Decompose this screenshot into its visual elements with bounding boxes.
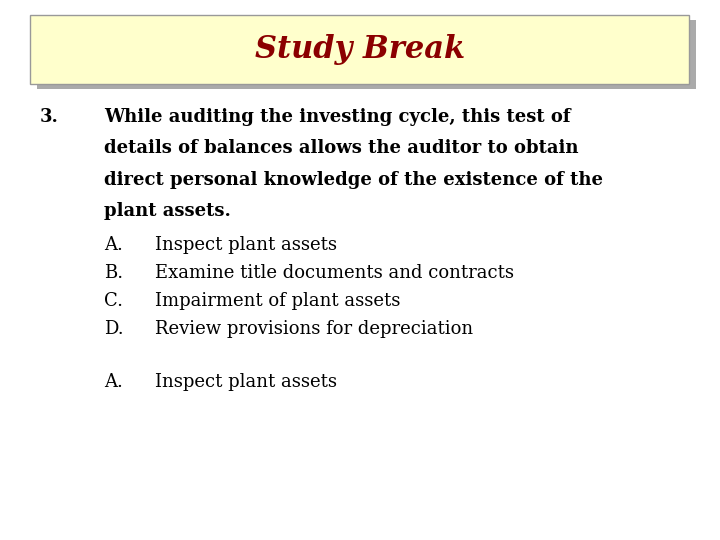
Text: Inspect plant assets: Inspect plant assets bbox=[155, 236, 337, 254]
Text: A.: A. bbox=[104, 236, 123, 254]
Text: B.: B. bbox=[104, 264, 124, 282]
FancyBboxPatch shape bbox=[37, 20, 696, 89]
Text: Examine title documents and contracts: Examine title documents and contracts bbox=[155, 264, 514, 282]
FancyBboxPatch shape bbox=[30, 15, 689, 84]
Text: Inspect plant assets: Inspect plant assets bbox=[155, 373, 337, 390]
Text: 3.: 3. bbox=[40, 108, 58, 126]
Text: direct personal knowledge of the existence of the: direct personal knowledge of the existen… bbox=[104, 171, 603, 188]
Text: Impairment of plant assets: Impairment of plant assets bbox=[155, 292, 400, 310]
Text: Review provisions for depreciation: Review provisions for depreciation bbox=[155, 320, 473, 338]
Text: C.: C. bbox=[104, 292, 123, 310]
Text: While auditing the investing cycle, this test of: While auditing the investing cycle, this… bbox=[104, 108, 571, 126]
Text: D.: D. bbox=[104, 320, 124, 338]
Text: plant assets.: plant assets. bbox=[104, 202, 231, 220]
Text: Study Break: Study Break bbox=[255, 33, 464, 65]
Text: A.: A. bbox=[104, 373, 123, 390]
Text: details of balances allows the auditor to obtain: details of balances allows the auditor t… bbox=[104, 139, 579, 157]
